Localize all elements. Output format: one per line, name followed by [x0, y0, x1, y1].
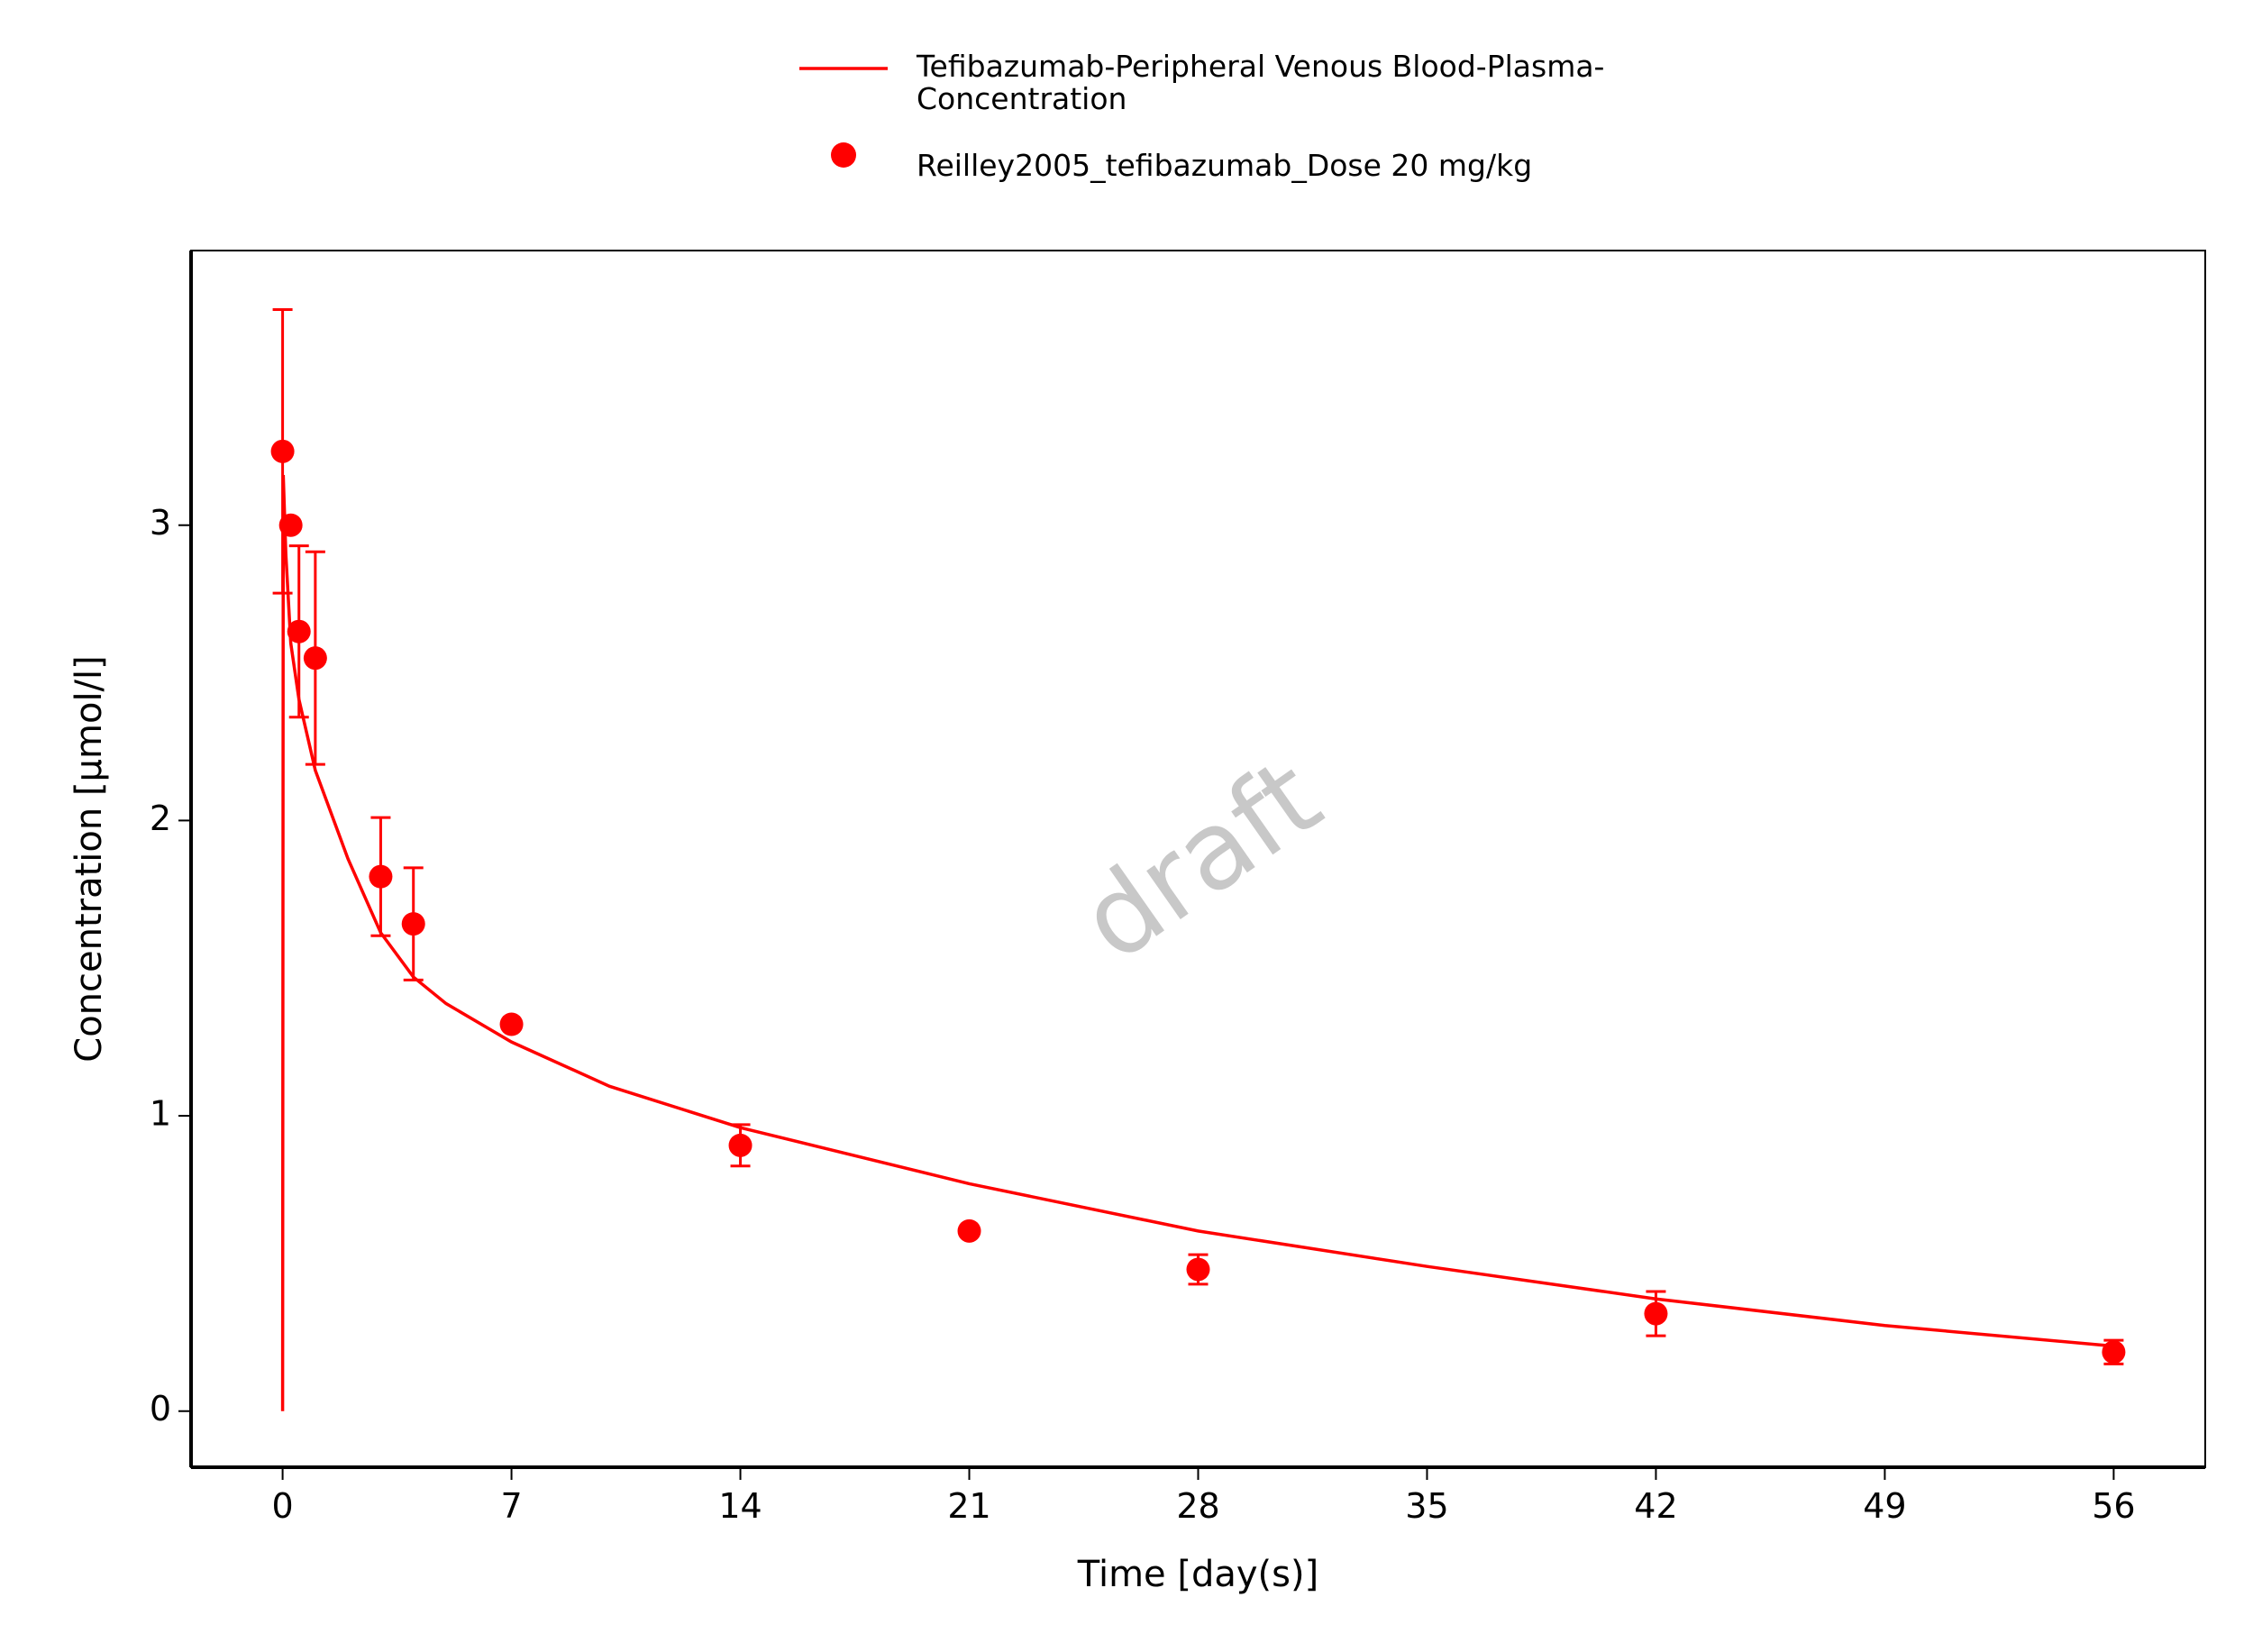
x-tick-label: 14: [718, 1486, 762, 1526]
x-tick-label: 56: [2092, 1486, 2135, 1526]
x-axis-title: Time [day(s)]: [1077, 1554, 1318, 1595]
data-point: [1186, 1257, 1210, 1282]
y-tick-label: 3: [150, 503, 171, 543]
x-tick-label: 28: [1176, 1486, 1219, 1526]
sim-line: [280, 474, 2114, 1411]
data-point: [401, 912, 425, 936]
x-tick-label: 42: [1634, 1486, 1677, 1526]
y-tick-label: 2: [150, 799, 171, 838]
legend-label: Reilley2005_tefibazumab_Dose 20 mg/kg: [917, 148, 1533, 183]
data-point: [278, 513, 303, 537]
data-point: [303, 646, 327, 671]
y-tick-label: 1: [150, 1094, 171, 1134]
x-tick-label: 7: [500, 1486, 522, 1526]
data-point: [287, 619, 311, 643]
data-point: [369, 864, 393, 889]
data-point: [1644, 1301, 1668, 1326]
legend-marker: [831, 142, 856, 168]
x-tick-label: 0: [271, 1486, 293, 1526]
data-point: [270, 439, 295, 463]
y-tick-label: 0: [150, 1389, 171, 1428]
x-tick-label: 21: [947, 1486, 990, 1526]
data-point: [499, 1012, 524, 1036]
data-point: [2102, 1340, 2126, 1364]
x-tick-label: 49: [1863, 1486, 1906, 1526]
x-tick-label: 35: [1405, 1486, 1448, 1526]
data-point: [728, 1133, 753, 1157]
data-point: [957, 1218, 981, 1243]
y-axis-title: Concentration [µmol/l]: [68, 655, 110, 1062]
legend-label: Tefibazumab-Peripheral Venous Blood-Plas…: [917, 49, 1605, 116]
watermark: draft: [1059, 735, 1342, 986]
